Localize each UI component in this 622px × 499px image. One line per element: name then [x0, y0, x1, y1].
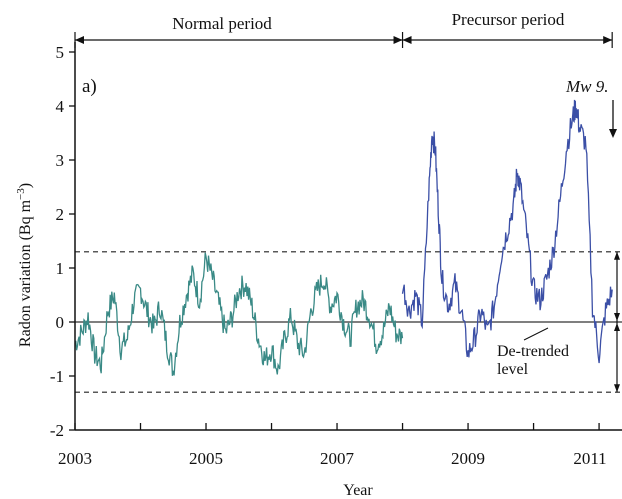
y-tick-label: 5 — [56, 43, 65, 62]
reference-lines — [75, 251, 622, 393]
event-label: Mw 9. — [565, 77, 609, 96]
y-tick-label: 3 — [56, 151, 65, 170]
x-tick-label: 2009 — [451, 449, 485, 468]
x-tick-label: 2003 — [58, 449, 92, 468]
period-arrows — [74, 32, 620, 393]
arrowhead — [393, 36, 403, 44]
detrended-label-line1: De-trended — [497, 343, 569, 360]
x-tick-label: 2007 — [320, 449, 355, 468]
bracket-arrowhead — [614, 313, 620, 321]
panel-label: a) — [82, 76, 97, 97]
y-tick-label: 1 — [56, 259, 65, 278]
axes: 5 4 3 2 1 0 -1 -2 2003 2005 2007 2009 2011 — [50, 42, 622, 468]
detrended-label-line2: level — [497, 361, 529, 378]
period-label-normal: Normal period — [172, 14, 272, 33]
y-tick-label: 4 — [56, 97, 65, 116]
arrowhead — [75, 36, 84, 44]
y-tick-label: -1 — [50, 367, 64, 386]
series-line-1 — [401, 99, 613, 364]
x-axis-label: Year — [343, 482, 373, 499]
bracket-arrowhead — [614, 384, 620, 393]
series-lines — [74, 99, 613, 376]
event-arrowhead — [609, 129, 617, 138]
arrowhead — [603, 36, 613, 44]
y-tick-label: -2 — [50, 421, 64, 440]
bracket-arrowhead — [614, 251, 620, 260]
y-axis-label: Radon variation (Bq m−3) — [15, 183, 34, 347]
arrowhead — [402, 36, 412, 44]
x-tick-label: 2011 — [573, 449, 606, 468]
series-line-0 — [74, 252, 404, 376]
y-tick-label: 0 — [56, 313, 65, 332]
detrended-pointer — [523, 327, 549, 341]
period-label-precursor: Precursor period — [452, 10, 565, 29]
x-tick-label: 2005 — [189, 449, 223, 468]
bracket-arrowhead — [614, 323, 620, 331]
y-tick-label: 2 — [56, 205, 65, 224]
